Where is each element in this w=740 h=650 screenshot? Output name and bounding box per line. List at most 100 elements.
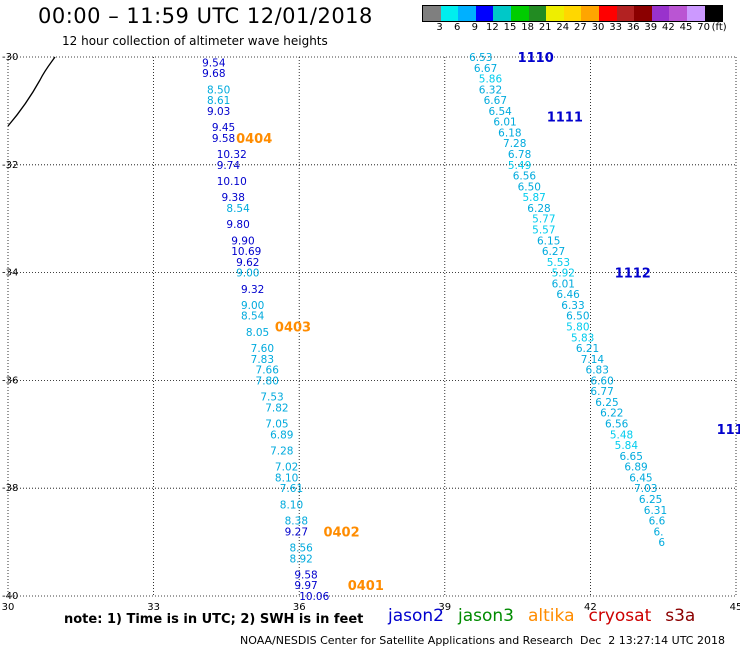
- longitude-tick-label: 45: [730, 602, 740, 613]
- wave-height-value: 6.50: [566, 311, 589, 323]
- time-marker-label: 1111: [547, 110, 583, 125]
- wave-height-value: 9.58: [294, 569, 317, 581]
- color-scale-tick-label: 12: [486, 22, 499, 33]
- wave-height-value: 6.28: [527, 203, 550, 215]
- wave-height-value: 8.50: [207, 84, 230, 96]
- credit-text: NOAA/NESDIS Center for Satellite Applica…: [240, 634, 574, 647]
- color-scale-tick-label: 9: [471, 22, 478, 33]
- color-scale-swatch: [704, 6, 723, 21]
- wave-height-value: 7.80: [256, 375, 279, 387]
- color-scale-swatch: [528, 6, 547, 21]
- latitude-tick-label: -36: [2, 375, 18, 386]
- wave-height-value: 6.32: [479, 84, 502, 96]
- generated-timestamp: Dec 2 13:27:14 UTC 2018: [580, 634, 725, 647]
- color-scale-swatch: [563, 6, 582, 21]
- color-scale-ticks: 3 6 9 12 15 18 21 24 27 30 33 36 39 42 45 70 (ft): [422, 22, 732, 36]
- latitude-tick-labels: -30 -32 -34 -36 -38 -40: [2, 52, 18, 602]
- satellite-name-jason3: jason3: [458, 606, 514, 626]
- satellite-legend: jason2 jason3 altika cryosat s3a: [388, 606, 695, 626]
- wave-height-value: 8.54: [241, 311, 265, 323]
- latitude-tick-label: -38: [2, 483, 18, 494]
- wave-height-value: 6.45: [629, 472, 652, 484]
- wave-height-value: 5.92: [552, 268, 575, 280]
- color-scale-tick-label: 30: [591, 22, 605, 33]
- wave-height-value: 10.32: [217, 149, 247, 161]
- color-scale-swatch: [598, 6, 617, 21]
- color-scale-tick-label: 36: [626, 22, 640, 33]
- latitude-tick-label: -30: [2, 52, 18, 63]
- wave-height-value: 8.54: [226, 203, 250, 215]
- wave-height-value: 9.54: [202, 57, 226, 69]
- wave-height-value: 5.77: [532, 214, 555, 226]
- wave-height-value: 9.00: [236, 268, 259, 280]
- wave-height-value: 8.10: [280, 499, 303, 511]
- wave-height-value: 6.60: [590, 375, 613, 387]
- latitude-tick-label: -32: [2, 160, 18, 171]
- time-marker-label: 111: [717, 423, 740, 438]
- wave-height-value: 5.86: [479, 74, 503, 86]
- wave-height-value: 9.32: [241, 284, 264, 296]
- color-scale-swatch: [440, 6, 459, 21]
- wave-height-value: 10.69: [231, 246, 261, 258]
- page-subtitle: 12 hour collection of altimeter wave hei…: [62, 34, 328, 48]
- wave-height-value: 6.53: [469, 52, 492, 64]
- satellite-name-s3a: s3a: [665, 606, 696, 626]
- wave-height-value: 6.22: [600, 408, 623, 420]
- wave-height-value: 7.66: [256, 365, 280, 377]
- color-scale-swatch: [475, 6, 494, 21]
- wave-height-value: 5.83: [571, 332, 594, 344]
- wave-height-value: 9.62: [236, 257, 259, 269]
- time-marker-label: 0401: [348, 579, 384, 594]
- color-scale-tick-label: 24: [556, 22, 570, 33]
- color-scale-swatch: [686, 6, 705, 21]
- wave-height-value: 6.65: [620, 451, 643, 463]
- wave-height-value: 6.18: [498, 127, 521, 139]
- graticule: [7, 56, 737, 597]
- wave-height-value: 5.49: [508, 160, 531, 172]
- color-scale-bar: [422, 5, 724, 22]
- wave-height-value: 6.01: [552, 278, 575, 290]
- time-marker-label: 1112: [615, 267, 651, 282]
- wave-height-value: 6.01: [493, 117, 516, 129]
- color-scale-tick-label: 27: [574, 22, 587, 33]
- wave-height-value: 9.38: [222, 192, 245, 204]
- color-scale-swatch: [510, 6, 529, 21]
- wave-height-value: 10.10: [217, 176, 247, 188]
- wave-height-value: 6.25: [595, 397, 618, 409]
- wave-height-value: 9.80: [226, 219, 249, 231]
- wave-height-value: 5.53: [547, 257, 570, 269]
- wave-height-value: 6.46: [556, 289, 580, 301]
- wave-height-value: 6.21: [576, 343, 599, 355]
- color-scale-unit: (ft): [711, 22, 727, 33]
- wave-height-value: 6.6: [649, 516, 666, 528]
- color-scale-tick-label: 45: [679, 22, 693, 33]
- wave-height-value: 9.97: [294, 580, 317, 592]
- wave-height-value: 5.48: [610, 429, 633, 441]
- wave-height-value: 9.00: [241, 300, 264, 312]
- wave-height-value: 7.83: [251, 354, 274, 366]
- satellite-name-altika: altika: [528, 606, 575, 626]
- wave-height-value: 7.82: [265, 402, 288, 414]
- page-title: 00:00 – 11:59 UTC 12/01/2018: [38, 4, 373, 28]
- color-scale-tick-label: 70: [697, 22, 710, 33]
- satellite-name-jason2: jason2: [388, 606, 444, 626]
- color-scale-swatch: [581, 6, 599, 21]
- wave-height-value: 9.58: [212, 133, 235, 145]
- wave-height-value: 5.87: [522, 192, 545, 204]
- color-scale-tick-label: 39: [644, 22, 658, 33]
- color-scale-tick-label: 21: [538, 22, 552, 33]
- time-marker-label: 0403: [275, 321, 311, 336]
- wave-height-value: 7.28: [503, 138, 526, 150]
- wave-height-value: 6.15: [537, 235, 560, 247]
- wave-height-value: 7.60: [251, 343, 274, 355]
- wave-height-value: 9.45: [212, 122, 235, 134]
- coastline: [7, 56, 56, 127]
- time-marker-label: 0404: [236, 132, 272, 147]
- wave-height-value: 10.06: [299, 591, 329, 603]
- color-scale-swatch: [634, 6, 652, 21]
- color-scale-swatch: [669, 6, 687, 21]
- time-markers: 0404 0403 0402 0401 1110 1111 1112 111: [236, 51, 740, 594]
- wave-height-value: 7.05: [265, 419, 288, 431]
- wave-height-value: 6.67: [474, 63, 497, 75]
